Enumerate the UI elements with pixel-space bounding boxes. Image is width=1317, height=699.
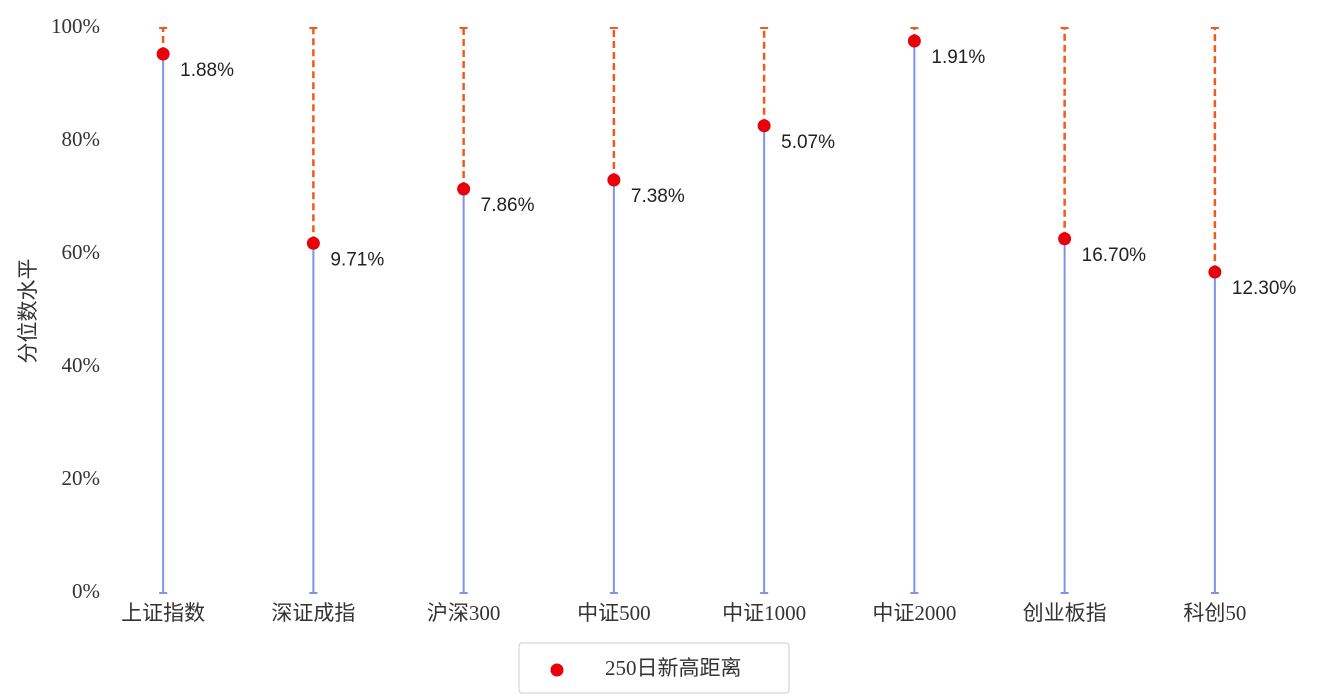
dot xyxy=(457,182,471,196)
y-tick-label: 20% xyxy=(62,466,101,490)
data-label: 1.91% xyxy=(931,47,985,68)
legend-marker xyxy=(550,663,564,677)
x-tick-label: 创业板指 xyxy=(1023,601,1107,625)
data-label: 9.71% xyxy=(330,249,384,270)
legend-box xyxy=(518,642,790,694)
dot xyxy=(1058,232,1072,246)
x-tick-label: 深证成指 xyxy=(271,601,355,625)
data-label: 7.38% xyxy=(631,186,685,207)
y-tick-label: 0% xyxy=(72,579,100,603)
x-tick-label: 科创50 xyxy=(1183,601,1246,625)
dot xyxy=(1208,265,1222,279)
data-label: 1.88% xyxy=(180,60,234,81)
x-tick-label: 中证1000 xyxy=(722,601,806,625)
data-label: 5.07% xyxy=(781,132,835,153)
y-tick-label: 60% xyxy=(62,240,101,264)
x-tick-label: 中证500 xyxy=(577,601,651,625)
dot xyxy=(757,119,771,133)
data-label: 16.70% xyxy=(1082,245,1147,266)
dot xyxy=(156,47,170,61)
dot xyxy=(907,34,921,48)
legend-label: 250日新高距离 xyxy=(605,656,742,680)
y-tick-label: 80% xyxy=(62,127,101,151)
x-tick-label: 上证指数 xyxy=(121,601,205,625)
data-label: 12.30% xyxy=(1232,278,1297,299)
dot xyxy=(607,173,621,187)
x-tick-label: 沪深300 xyxy=(427,601,501,625)
data-label: 7.86% xyxy=(481,195,535,216)
dot xyxy=(306,236,320,250)
x-tick-label: 中证2000 xyxy=(872,601,956,625)
y-tick-label: 40% xyxy=(62,353,101,377)
y-tick-label: 100% xyxy=(51,14,100,38)
y-axis-label: 分位数水平 xyxy=(16,259,40,364)
